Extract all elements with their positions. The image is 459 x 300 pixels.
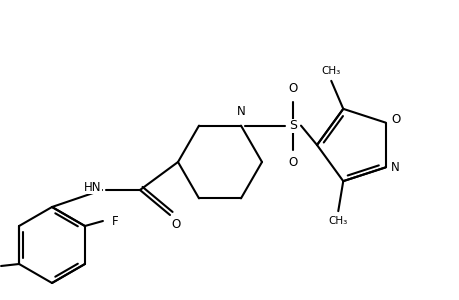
- Text: O: O: [288, 156, 297, 169]
- Text: O: O: [171, 218, 180, 232]
- Text: N: N: [391, 161, 399, 174]
- Text: HN: HN: [84, 181, 101, 194]
- Text: O: O: [288, 82, 297, 95]
- Text: S: S: [288, 119, 297, 132]
- Text: N: N: [236, 105, 245, 118]
- Text: O: O: [390, 113, 399, 126]
- Text: CH₃: CH₃: [328, 216, 347, 226]
- Text: F: F: [112, 214, 118, 227]
- Text: CH₃: CH₃: [321, 66, 340, 76]
